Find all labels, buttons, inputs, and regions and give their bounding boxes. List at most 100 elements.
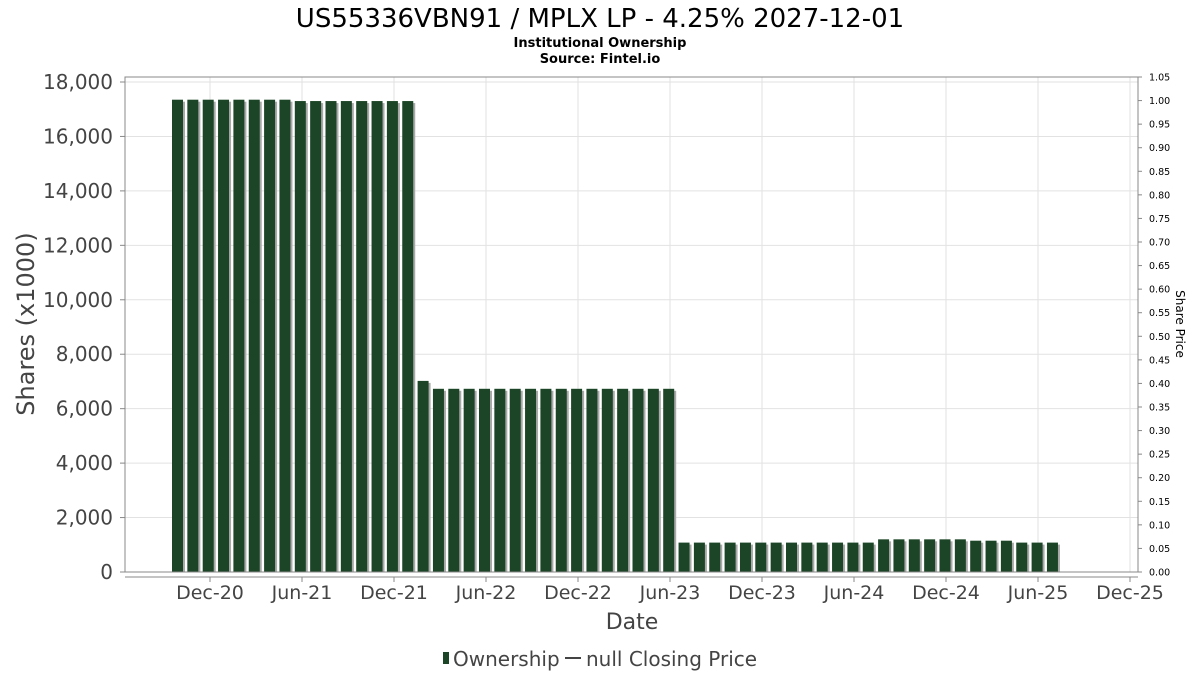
- y-tick-label: 8,000: [56, 342, 113, 366]
- ownership-bar: [739, 542, 751, 572]
- y2-tick-label: 1.00: [1149, 96, 1170, 107]
- ownership-bar: [325, 101, 337, 573]
- ownership-bar: [693, 542, 705, 572]
- ownership-bar: [248, 99, 260, 572]
- y2-tick-label: 0.90: [1149, 143, 1170, 154]
- ownership-bar: [294, 101, 306, 573]
- ownership-bar: [402, 101, 414, 573]
- ownership-bar: [187, 99, 199, 572]
- ownership-bar: [709, 542, 721, 572]
- x-axis-ticks: Dec-20 Jun-21 Dec-21 Jun-22 Dec-22 Jun-23 Dec-…: [176, 577, 1164, 604]
- y2-axis-label: Share Price: [1173, 290, 1187, 358]
- ownership-bar: [1031, 542, 1043, 572]
- legend: Ownership null Closing Price: [443, 647, 757, 671]
- x-tick-label: Dec-23: [728, 582, 796, 604]
- ownership-bar: [617, 388, 629, 572]
- y-axis-ticks: 0 2,000 4,000 6,000 8,000 10,000 12,000 14,000 1…: [43, 70, 125, 584]
- ownership-bar: [264, 99, 276, 572]
- y2-tick-label: 0.20: [1149, 473, 1170, 484]
- ownership-bar: [448, 388, 460, 572]
- y2-tick-label: 0.85: [1149, 167, 1170, 178]
- ownership-bar: [954, 539, 966, 572]
- y2-tick-label: 0.45: [1149, 355, 1170, 366]
- ownership-bar: [724, 542, 736, 572]
- ownership-bar: [755, 542, 767, 572]
- ownership-bar: [801, 542, 813, 572]
- ownership-bar: [202, 99, 214, 572]
- ownership-bar: [525, 388, 537, 572]
- y2-tick-label: 0.05: [1149, 544, 1170, 555]
- ownership-bar: [601, 388, 613, 572]
- x-tick-label: Jun-25: [1007, 582, 1069, 604]
- ownership-bar: [432, 388, 444, 572]
- ownership-bar: [494, 388, 506, 572]
- x-tick-label: Dec-24: [912, 582, 980, 604]
- x-tick-label: Jun-23: [639, 582, 701, 604]
- ownership-bar: [678, 542, 690, 572]
- ownership-bar: [479, 388, 490, 572]
- ownership-bar: [417, 380, 429, 572]
- ownership-bar: [356, 101, 368, 573]
- ownership-bar: [847, 542, 859, 572]
- ownership-bar: [540, 388, 552, 572]
- y-tick-label: 10,000: [43, 288, 113, 312]
- ownership-bar: [832, 542, 844, 572]
- x-tick-label: Dec-22: [544, 582, 612, 604]
- ownership-bar: [386, 101, 398, 573]
- ownership-bar: [816, 542, 828, 572]
- ownership-bar: [371, 101, 383, 573]
- ownership-bar: [770, 542, 782, 572]
- y2-tick-label: 0.65: [1149, 261, 1170, 272]
- ownership-bar: [1046, 542, 1058, 572]
- ownership-bar: [310, 101, 322, 573]
- ownership-bar: [172, 99, 183, 572]
- y2-tick-label: 0.55: [1149, 308, 1170, 319]
- ownership-bar: [862, 542, 874, 572]
- legend-price-label: null Closing Price: [586, 647, 757, 671]
- y2-tick-label: 0.30: [1149, 426, 1170, 437]
- y-tick-label: 4,000: [56, 451, 113, 475]
- y-tick-label: 6,000: [56, 397, 113, 421]
- y2-tick-label: 0.75: [1149, 214, 1170, 225]
- x-tick-label: Dec-25: [1096, 582, 1164, 604]
- ownership-bar: [555, 388, 567, 572]
- chart-subtitle-2: Source: Fintel.io: [540, 52, 661, 67]
- ownership-bar: [908, 539, 920, 572]
- ownership-bar: [463, 388, 475, 572]
- ownership-bar: [939, 539, 951, 572]
- legend-ownership-label: Ownership: [453, 647, 560, 671]
- y-tick-label: 0: [100, 560, 113, 584]
- ownership-bar: [509, 388, 521, 572]
- y2-tick-label: 0.80: [1149, 190, 1170, 201]
- ownership-bar: [786, 542, 797, 572]
- y2-tick-label: 0.60: [1149, 285, 1170, 296]
- ownership-bar: [924, 539, 936, 572]
- y2-tick-label: 0.25: [1149, 450, 1170, 461]
- ownership-bar: [340, 101, 352, 573]
- y2-tick-label: 1.05: [1149, 73, 1170, 84]
- ownership-bar: [985, 540, 997, 572]
- ownership-bar: [893, 539, 905, 572]
- x-axis-label: Date: [606, 610, 659, 635]
- y2-tick-label: 0.70: [1149, 238, 1170, 249]
- ownership-bar: [1016, 542, 1028, 572]
- y2-tick-label: 0.10: [1149, 520, 1170, 531]
- ownership-bar: [632, 388, 644, 572]
- x-tick-label: Jun-22: [455, 582, 517, 604]
- x-tick-label: Dec-20: [176, 582, 244, 604]
- y2-tick-label: 0.50: [1149, 332, 1170, 343]
- ownership-bar: [571, 388, 583, 572]
- y2-tick-label: 0.15: [1149, 497, 1170, 508]
- plot-frame: [124, 76, 1139, 573]
- chart-title: US55336VBN91 / MPLX LP - 4.25% 2027-12-0…: [296, 4, 904, 34]
- ownership-bar: [970, 540, 982, 572]
- x-tick-label: Jun-21: [271, 582, 333, 604]
- y-tick-label: 2,000: [56, 506, 113, 530]
- y-tick-label: 16,000: [43, 124, 113, 148]
- legend-ownership-swatch: [443, 652, 449, 664]
- y-axis-label: Shares (x1000): [12, 232, 40, 415]
- chart-subtitle-1: Institutional Ownership: [514, 36, 687, 51]
- bars: [172, 99, 1060, 573]
